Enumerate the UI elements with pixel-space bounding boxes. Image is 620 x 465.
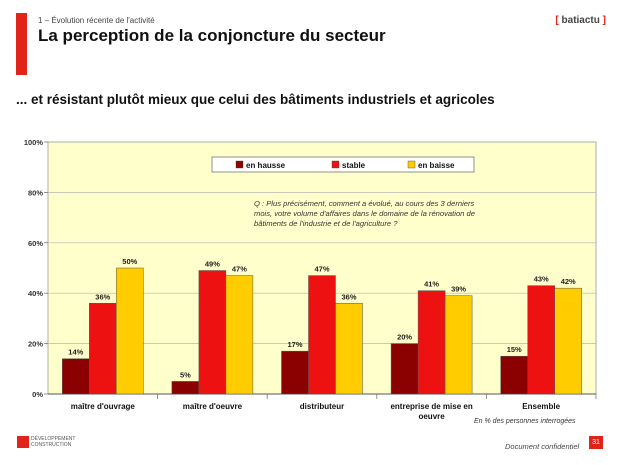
brand-bracket-close: ] — [602, 15, 606, 26]
legend-label: en hausse — [246, 161, 286, 170]
company-logo-icon — [17, 436, 29, 448]
data-label: 14% — [68, 348, 83, 357]
y-tick-label: 40% — [28, 289, 43, 298]
bar-en-hausse — [500, 355, 528, 395]
data-label: 50% — [122, 257, 137, 266]
data-label: 5% — [180, 370, 191, 379]
bar-en-hausse — [171, 381, 200, 395]
bar-stable — [527, 285, 555, 395]
bar-en-hausse — [281, 350, 309, 395]
data-label: 20% — [397, 333, 412, 342]
y-tick-label: 80% — [28, 188, 43, 197]
x-tick-label: maître d'ouvrage — [71, 402, 136, 411]
brand-bracket-open: [ — [555, 15, 559, 26]
y-tick-label: 20% — [28, 340, 43, 349]
bar-en-baisse — [444, 295, 473, 395]
bar-stable — [417, 290, 446, 395]
data-label: 15% — [507, 345, 522, 354]
question-line: mois, votre volume d'affaires dans le do… — [254, 209, 475, 218]
data-label: 17% — [287, 340, 302, 349]
brand-name: batiactu — [561, 15, 600, 26]
logo-line-2: CONSTRUCTION — [31, 442, 72, 448]
data-label: 47% — [232, 265, 247, 274]
page-number: 31 — [589, 436, 603, 449]
legend-label: en baisse — [418, 161, 455, 170]
y-tick-label: 60% — [28, 239, 43, 248]
x-tick-label: entreprise de mise en — [390, 402, 472, 411]
legend-swatch-stable — [331, 160, 340, 169]
bar-en-hausse — [62, 358, 90, 395]
bar-en-baisse — [335, 303, 363, 395]
bar-stable — [308, 275, 336, 395]
brand-logo: [ batiactu ] — [555, 15, 606, 26]
data-label: 36% — [95, 292, 110, 301]
data-label: 39% — [451, 285, 466, 294]
footnote: En % des personnes interrogées — [474, 418, 576, 425]
data-label: 36% — [341, 292, 356, 301]
data-label: 42% — [561, 277, 576, 286]
x-tick-label: maître d'oeuvre — [183, 402, 243, 411]
x-tick-label: Ensemble — [522, 402, 560, 411]
bar-en-hausse — [390, 343, 419, 395]
data-label: 49% — [205, 260, 220, 269]
company-logo-text: DÉVELOPPEMENT CONSTRUCTION — [31, 436, 75, 448]
question-line: bâtiments de l'industrie et de l'agricul… — [254, 219, 398, 228]
legend-box — [211, 156, 475, 173]
bar-en-baisse — [116, 267, 144, 395]
x-tick-label: distributeur — [300, 402, 344, 411]
header-accent-bar — [16, 13, 27, 75]
section-label: 1 – Évolution récente de l'activité — [38, 16, 155, 25]
data-label: 47% — [314, 265, 329, 274]
y-tick-label: 0% — [32, 390, 43, 399]
data-label: 41% — [424, 280, 439, 289]
logo-line-1: DÉVELOPPEMENT — [31, 436, 76, 442]
bar-en-baisse — [225, 275, 254, 395]
x-tick-label: oeuvre — [418, 412, 445, 421]
data-label: 43% — [534, 275, 549, 284]
question-line: Q : Plus précisément, comment a évolué, … — [254, 199, 475, 208]
bar-en-baisse — [554, 287, 582, 395]
bar-stable — [198, 270, 227, 395]
y-tick-label: 100% — [24, 138, 44, 147]
legend-swatch-en-hausse — [235, 160, 244, 169]
legend-label: stable — [342, 161, 366, 170]
legend-swatch-en-baisse — [407, 160, 416, 169]
slide-subtitle: ... et résistant plutôt mieux que celui … — [16, 92, 495, 107]
confidential-label: Document confidentiel — [505, 442, 580, 451]
bar-stable — [89, 303, 117, 395]
page-title: La perception de la conjoncture du secte… — [38, 26, 386, 45]
